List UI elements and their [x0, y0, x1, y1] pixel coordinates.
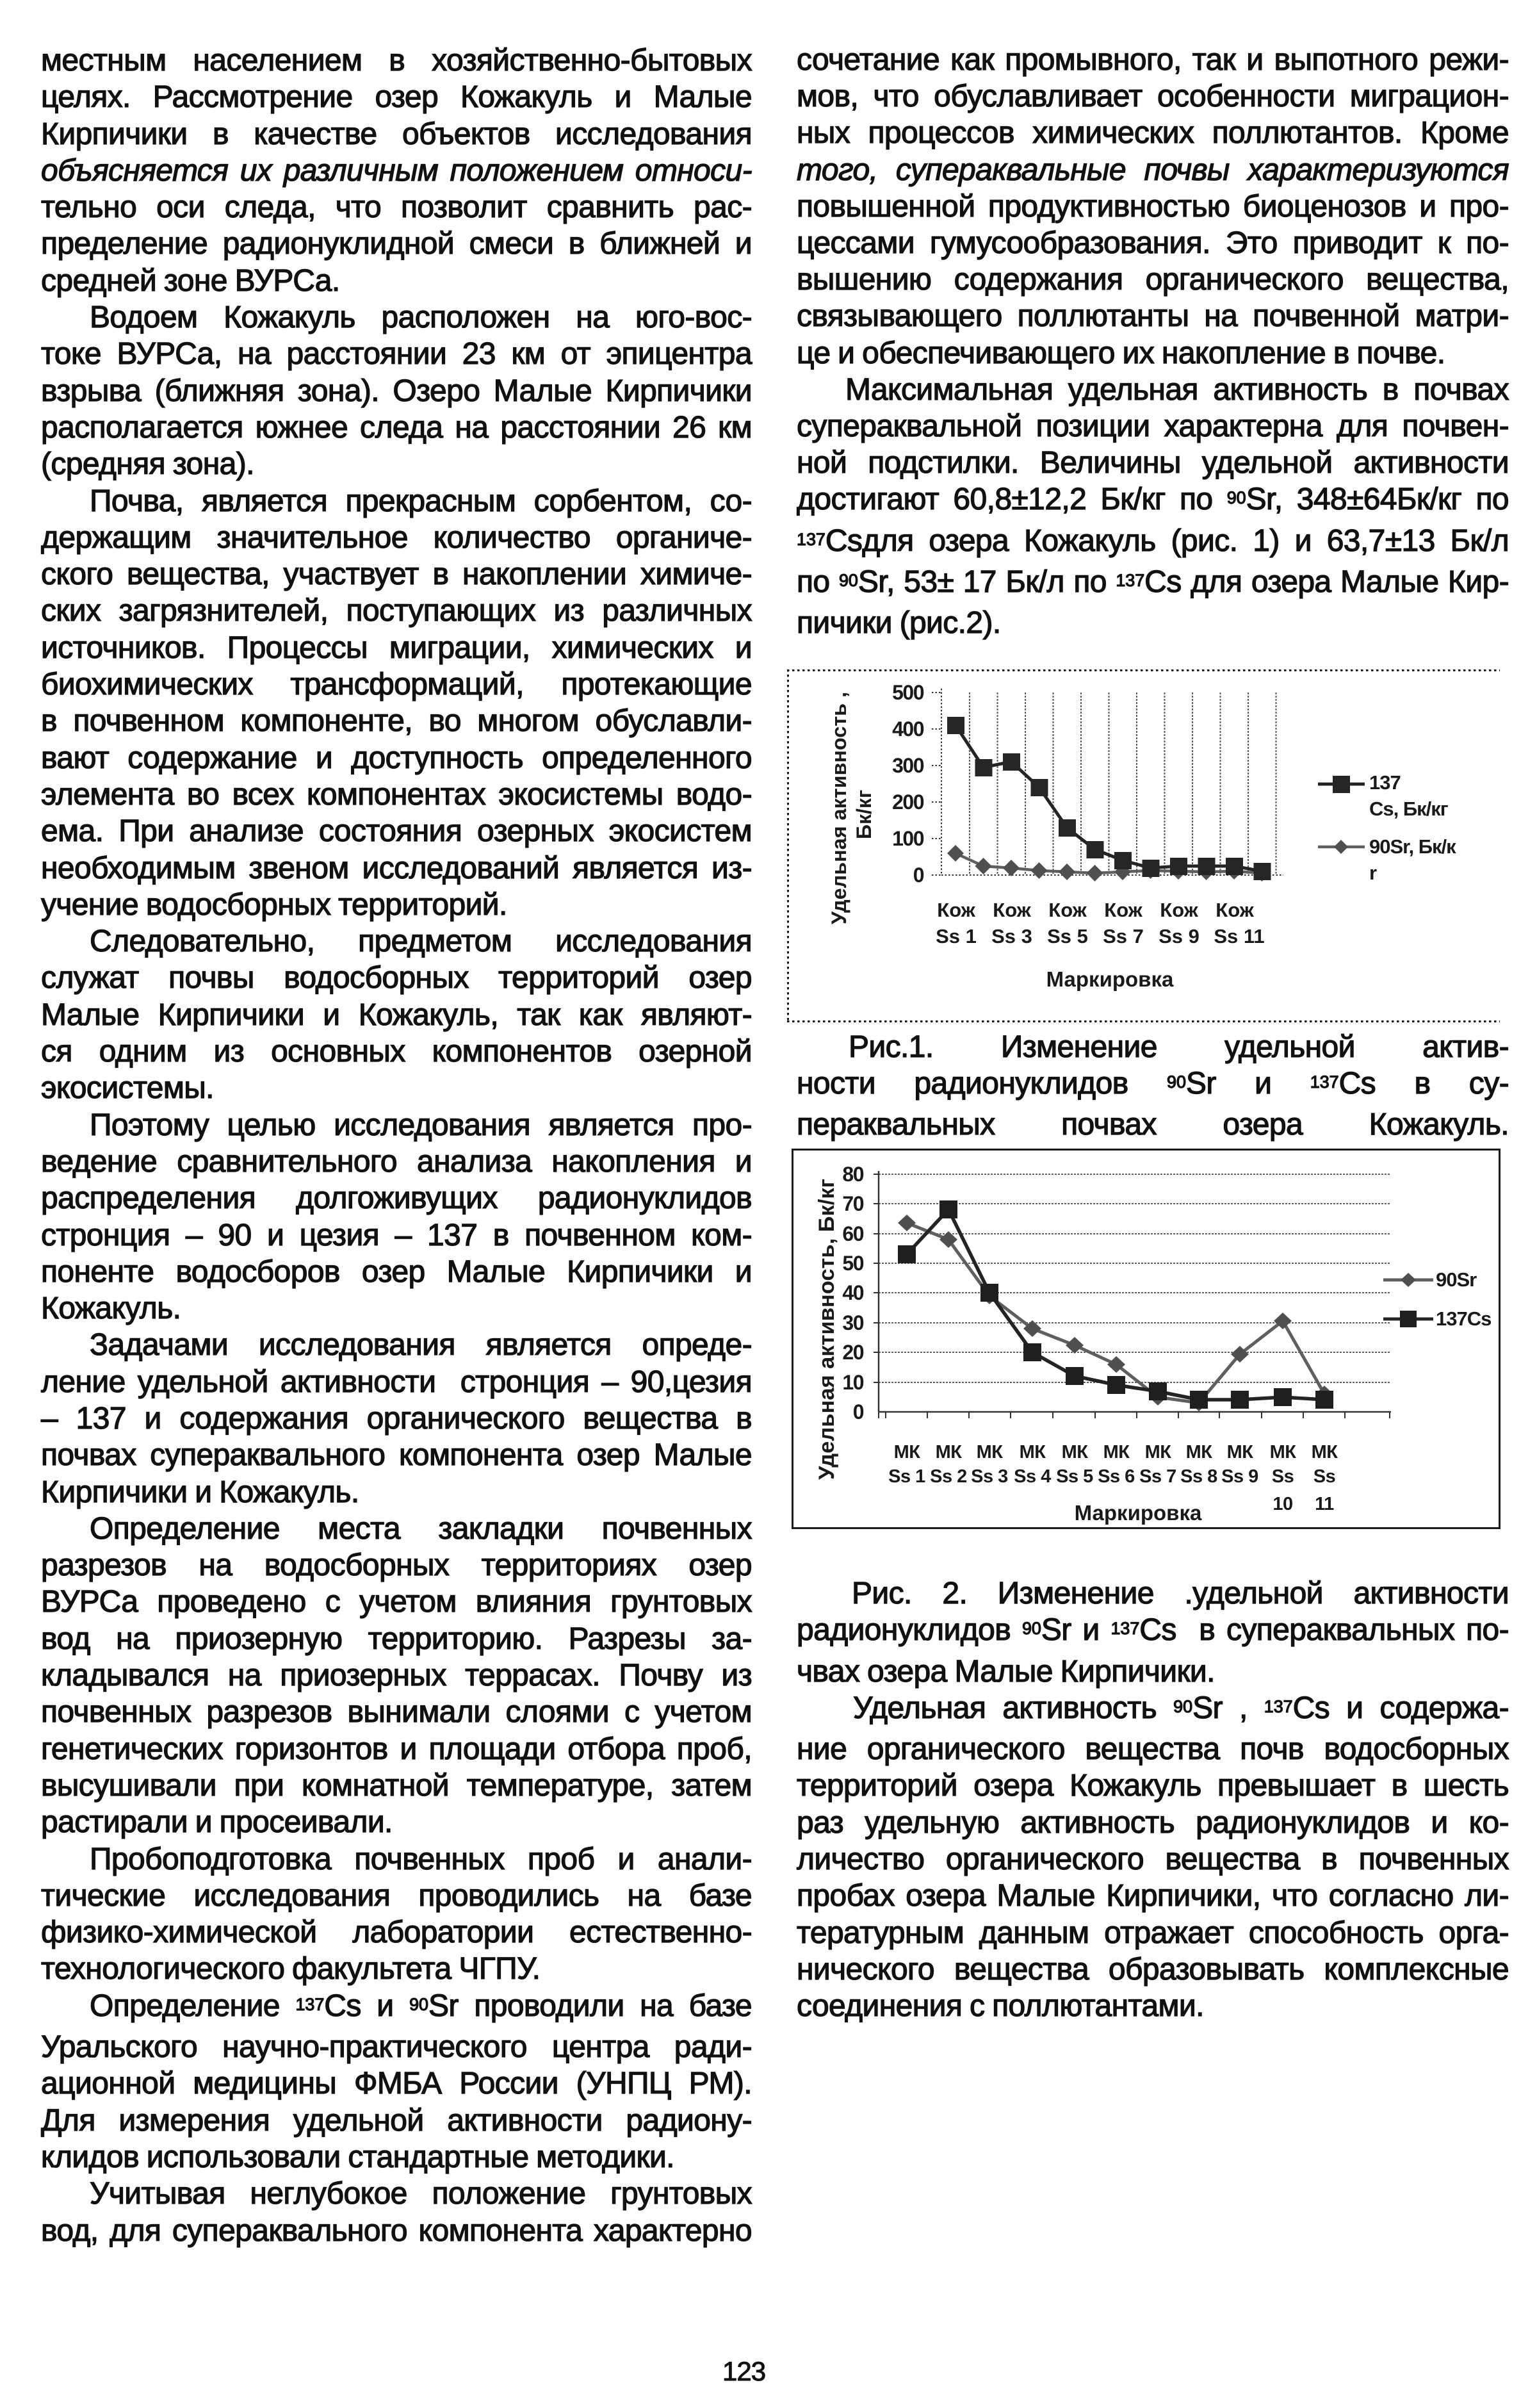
- svg-text:Ss: Ss: [1272, 1466, 1294, 1487]
- svg-text:Кож: Кож: [1160, 899, 1198, 921]
- svg-text:Ss 5: Ss 5: [1047, 925, 1088, 947]
- svg-text:90Sr, Бк/к: 90Sr, Бк/к: [1369, 835, 1456, 858]
- svg-text:Ss 6: Ss 6: [1098, 1466, 1135, 1487]
- svg-text:60: 60: [842, 1222, 863, 1245]
- svg-text:МК: МК: [894, 1442, 921, 1462]
- svg-text:Кож: Кож: [1104, 899, 1143, 921]
- svg-text:10: 10: [1273, 1494, 1292, 1514]
- svg-text:Ss 7: Ss 7: [1139, 1466, 1176, 1487]
- svg-text:100: 100: [892, 827, 924, 850]
- svg-text:80: 80: [842, 1163, 863, 1186]
- svg-text:11: 11: [1315, 1494, 1334, 1514]
- svg-text:90Sr: 90Sr: [1436, 1268, 1477, 1291]
- svg-text:Ss 1: Ss 1: [936, 925, 977, 947]
- svg-text:Кож: Кож: [937, 899, 975, 921]
- svg-text:Ss 9: Ss 9: [1159, 925, 1200, 947]
- svg-text:70: 70: [842, 1192, 863, 1215]
- svg-text:0: 0: [853, 1400, 864, 1423]
- svg-text:МК: МК: [1145, 1442, 1172, 1462]
- svg-text:137Cs: 137Cs: [1436, 1307, 1491, 1330]
- svg-text:137: 137: [1369, 771, 1401, 794]
- svg-text:Ss 3: Ss 3: [991, 925, 1032, 947]
- svg-text:20: 20: [842, 1341, 863, 1364]
- svg-text:400: 400: [892, 717, 924, 741]
- svg-text:Ss 3: Ss 3: [971, 1466, 1008, 1487]
- svg-text:МК: МК: [1062, 1442, 1089, 1462]
- svg-text:500: 500: [892, 681, 924, 704]
- svg-text:Кож: Кож: [993, 899, 1031, 921]
- svg-text:МК: МК: [1020, 1442, 1046, 1462]
- svg-text:Удельная активность ,: Удельная активность ,: [827, 692, 850, 924]
- svg-text:Кож: Кож: [1216, 899, 1254, 921]
- svg-text:Кож: Кож: [1048, 899, 1087, 921]
- svg-text:Ss 2: Ss 2: [930, 1466, 967, 1487]
- svg-text:Ss 7: Ss 7: [1103, 925, 1144, 947]
- svg-text:Маркировка: Маркировка: [1046, 967, 1174, 991]
- svg-text:Ss 9: Ss 9: [1221, 1466, 1258, 1487]
- svg-text:Бк/кг: Бк/кг: [852, 790, 875, 839]
- svg-text:200: 200: [892, 790, 924, 814]
- svg-text:Ss 8: Ss 8: [1180, 1466, 1217, 1487]
- svg-text:Cs, Бк/кг: Cs, Бк/кг: [1369, 798, 1449, 820]
- svg-text:r: r: [1369, 862, 1377, 884]
- svg-text:50: 50: [842, 1252, 863, 1275]
- svg-text:Маркировка: Маркировка: [1075, 1501, 1202, 1525]
- svg-text:МК: МК: [1270, 1442, 1297, 1462]
- svg-text:Ss: Ss: [1313, 1466, 1335, 1487]
- svg-text:Ss 4: Ss 4: [1014, 1466, 1051, 1487]
- svg-text:300: 300: [892, 754, 924, 777]
- svg-text:Удельная активность, Бк/кг: Удельная активность, Бк/кг: [815, 1179, 839, 1480]
- svg-text:10: 10: [842, 1371, 863, 1394]
- svg-text:Ss 11: Ss 11: [1214, 925, 1264, 947]
- svg-text:МК: МК: [936, 1442, 963, 1462]
- svg-text:МК: МК: [1103, 1442, 1130, 1462]
- svg-text:30: 30: [842, 1311, 863, 1334]
- svg-text:МК: МК: [977, 1442, 1004, 1462]
- svg-text:МК: МК: [1227, 1442, 1254, 1462]
- svg-text:Ss 1: Ss 1: [888, 1466, 925, 1487]
- svg-text:40: 40: [842, 1281, 863, 1304]
- svg-text:0: 0: [913, 864, 924, 887]
- svg-text:Ss 5: Ss 5: [1056, 1466, 1093, 1487]
- svg-text:МК: МК: [1186, 1442, 1213, 1462]
- svg-text:МК: МК: [1312, 1442, 1338, 1462]
